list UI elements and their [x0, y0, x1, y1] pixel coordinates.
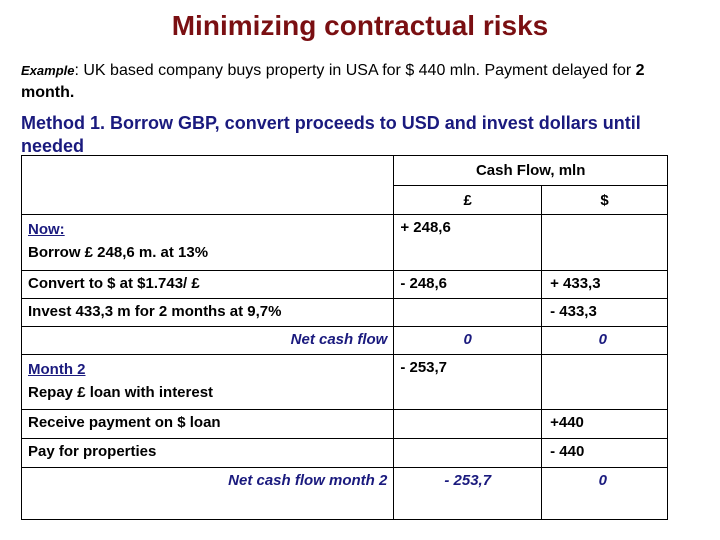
- gbp-value: [393, 409, 543, 439]
- example-label: Example: [21, 63, 75, 78]
- example-bold: 2 month.: [21, 62, 645, 101]
- row-label: Pay for properties: [20, 438, 395, 468]
- cash-flow-table: Cash Flow, mln £ $ Now: Borrow £ 248,6 m…: [20, 155, 668, 520]
- example-text: Example: UK based company buys property …: [21, 60, 661, 104]
- header-usd: $: [541, 185, 668, 215]
- header-cash-flow: Cash Flow, mln: [393, 155, 668, 186]
- table-row: Net cash flow month 2 - 253,7 0: [20, 467, 668, 520]
- net-cash-flow-month-2-usd: 0: [541, 467, 668, 520]
- method-heading: Method 1. Borrow GBP, convert proceeds t…: [21, 113, 641, 156]
- table-row: Receive payment on $ loan +440: [20, 409, 668, 439]
- usd-value: +440: [541, 409, 668, 439]
- header-gbp: £: [393, 185, 543, 215]
- net-cash-flow-month-2-label: Net cash flow month 2: [20, 467, 395, 520]
- table-row: Now: Borrow £ 248,6 m. at 13% + 248,6: [20, 214, 668, 271]
- usd-value: + 433,3: [541, 270, 668, 299]
- row-label: Month 2 Repay £ loan with interest: [20, 354, 395, 410]
- slide-title: Minimizing contractual risks: [171, 10, 549, 41]
- row-label: Receive payment on $ loan: [20, 409, 395, 439]
- gbp-value: - 248,6: [393, 270, 543, 299]
- table-row: Net cash flow 0 0: [20, 326, 668, 355]
- table-row: Month 2 Repay £ loan with interest - 253…: [20, 354, 668, 410]
- net-cash-flow-gbp: 0: [393, 326, 543, 355]
- usd-value: [541, 214, 668, 271]
- gbp-value: [393, 298, 543, 327]
- table-row: Invest 433,3 m for 2 months at 9,7% - 43…: [20, 298, 668, 327]
- usd-value: [541, 354, 668, 410]
- gbp-value: + 248,6: [393, 214, 543, 271]
- example-body: : UK based company buys property in USA …: [74, 62, 636, 79]
- usd-value: - 433,3: [541, 298, 668, 327]
- table-row: Convert to $ at $1.743/ £ - 248,6 + 433,…: [20, 270, 668, 299]
- section-month-2: Month 2: [28, 361, 86, 378]
- row-label-text: Repay £ loan with interest: [28, 384, 214, 401]
- section-now: Now:: [28, 221, 65, 238]
- row-label: Convert to $ at $1.743/ £: [20, 270, 395, 299]
- net-cash-flow-label: Net cash flow: [20, 326, 395, 355]
- row-label: Now: Borrow £ 248,6 m. at 13%: [20, 214, 395, 271]
- row-label: Invest 433,3 m for 2 months at 9,7%: [20, 298, 395, 327]
- net-cash-flow-usd: 0: [541, 326, 668, 355]
- table-row: Pay for properties - 440: [20, 438, 668, 468]
- gbp-value: - 253,7: [393, 354, 543, 410]
- usd-value: - 440: [541, 438, 668, 468]
- net-cash-flow-month-2-gbp: - 253,7: [393, 467, 543, 520]
- gbp-value: [393, 438, 543, 468]
- row-label-text: Borrow £ 248,6 m. at 13%: [28, 244, 209, 261]
- header-empty-cell: [20, 155, 395, 215]
